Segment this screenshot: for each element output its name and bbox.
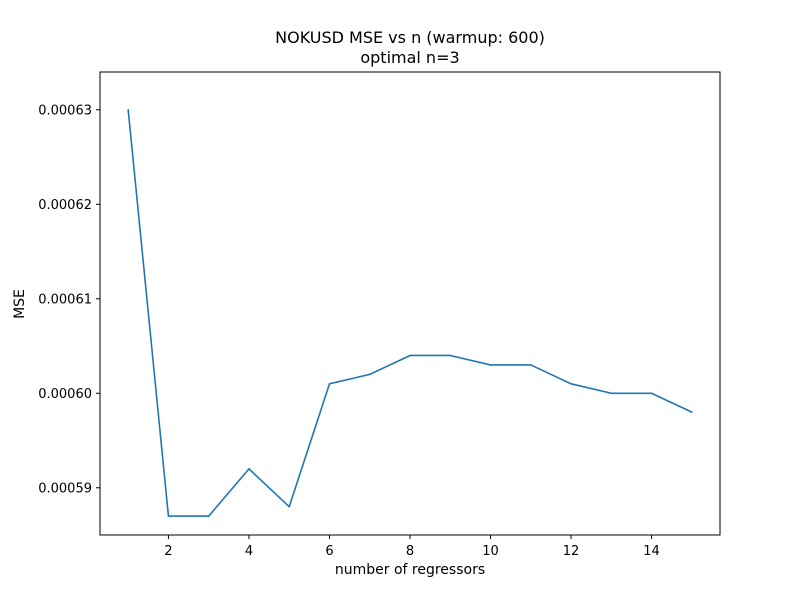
x-axis-label: number of regressors (335, 562, 485, 578)
y-tick-label: 0.00061 (38, 292, 92, 307)
data-point (207, 515, 210, 517)
x-tick-label: 8 (406, 544, 414, 559)
y-tick-label: 0.00063 (38, 103, 92, 118)
x-tick-label: 6 (325, 544, 333, 559)
data-point (449, 354, 452, 357)
series-layer (127, 108, 693, 517)
x-tick-label: 2 (164, 544, 172, 559)
data-point (368, 373, 371, 376)
chart-title: NOKUSD MSE vs n (warmup: 600) (275, 28, 545, 47)
y-axis-label: MSE (12, 289, 28, 319)
data-point (248, 468, 250, 470)
x-tick-label: 10 (482, 544, 499, 559)
data-point (409, 354, 411, 357)
x-tick-label: 14 (643, 544, 660, 559)
data-point (328, 383, 331, 385)
data-point (127, 108, 129, 111)
x-tick-label: 12 (563, 544, 580, 559)
chart-subtitle: optimal n=3 (360, 48, 459, 67)
data-point (691, 411, 693, 413)
y-tick-label: 0.00062 (38, 198, 92, 213)
data-point (570, 383, 572, 385)
y-tick-label: 0.00059 (38, 481, 92, 496)
data-point (650, 392, 653, 395)
y-tick-label: 0.00060 (38, 387, 92, 402)
data-point (529, 364, 532, 366)
data-point (167, 515, 170, 517)
data-point (489, 364, 492, 366)
ticks-layer: 2 4 6 8 10 12 14 0.00059 0.00060 0.00061 0.00062 0.… (38, 103, 660, 559)
plot-frame (99, 71, 721, 536)
data-point (288, 505, 291, 508)
x-tick-label: 4 (245, 544, 253, 559)
data-point (610, 392, 613, 395)
